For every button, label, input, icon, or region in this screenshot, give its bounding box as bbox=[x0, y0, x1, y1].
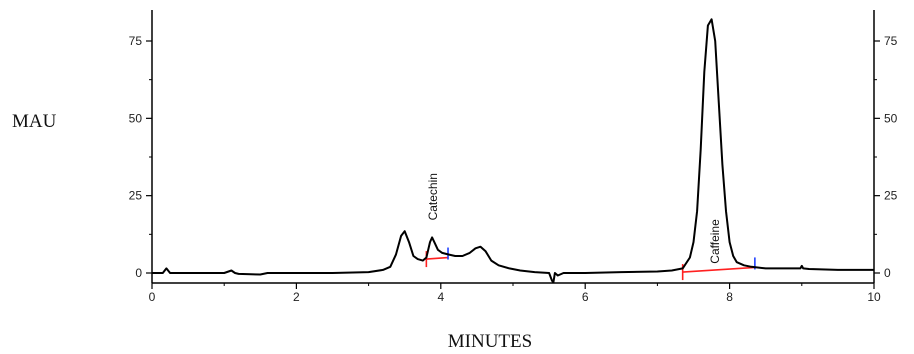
x-tick-label: 4 bbox=[437, 290, 444, 304]
y-tick-label-right: 25 bbox=[884, 189, 898, 203]
y-tick-label-left: 75 bbox=[129, 34, 143, 48]
x-tick-label: 6 bbox=[582, 290, 589, 304]
peak-annotations: Catechin Caffeine bbox=[426, 173, 722, 264]
peak-annotation-label: Caffeine bbox=[708, 219, 722, 264]
y-axis-title: MAU bbox=[12, 111, 57, 132]
integration-baselines bbox=[425, 247, 756, 281]
y-tick-label-left: 0 bbox=[135, 266, 142, 280]
x-tick-label: 2 bbox=[293, 290, 300, 304]
x-axis-ticks: 0 2 4 6 8 10 bbox=[149, 283, 881, 304]
y-tick-label-right: 75 bbox=[884, 34, 898, 48]
x-tick-label: 10 bbox=[867, 290, 881, 304]
x-tick-label: 0 bbox=[149, 290, 156, 304]
x-axis-title: MINUTES bbox=[448, 331, 532, 352]
chromatogram-trace bbox=[152, 18, 874, 284]
y-tick-label-left: 50 bbox=[129, 111, 143, 125]
axis-frame bbox=[151, 10, 875, 284]
y-tick-label-right: 0 bbox=[884, 266, 891, 280]
y-tick-label-left: 25 bbox=[129, 189, 143, 203]
baseline-segment bbox=[682, 266, 755, 273]
y-axis-ticks-right: 0 25 50 75 bbox=[874, 34, 898, 280]
y-tick-label-right: 50 bbox=[884, 111, 898, 125]
peak-annotation-label: Catechin bbox=[426, 173, 440, 220]
y-axis-ticks-left: 0 25 50 75 bbox=[129, 34, 152, 280]
baseline-segment bbox=[426, 256, 449, 260]
x-tick-label: 8 bbox=[726, 290, 733, 304]
